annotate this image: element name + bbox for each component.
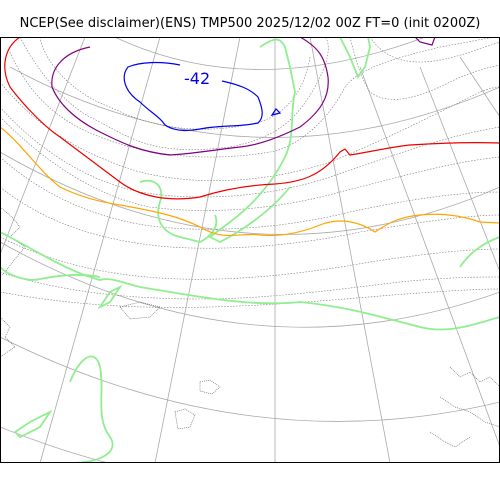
isotherm-line <box>39 37 311 130</box>
meridian-line <box>359 66 500 448</box>
meridian-line <box>154 37 241 463</box>
plot-background <box>0 37 500 463</box>
green-isotherm <box>97 284 123 310</box>
red-isotherm <box>4 37 500 200</box>
meridian-line <box>459 56 500 118</box>
latitude-line <box>0 151 500 235</box>
isotherm-line <box>369 37 500 63</box>
green-isotherm <box>0 231 500 331</box>
meridian-line <box>309 37 391 463</box>
isotherm-line <box>0 186 500 249</box>
meridian-line <box>0 37 86 256</box>
latitude-lines <box>0 37 500 463</box>
coastline <box>439 396 500 428</box>
blue-isotherm <box>270 108 282 116</box>
isotherm-line <box>19 37 329 150</box>
isotherm-line <box>0 236 500 280</box>
isotherm-line <box>0 116 500 211</box>
latitude-line <box>0 426 110 463</box>
latitude-line <box>0 336 500 422</box>
latitude-line <box>9 66 500 138</box>
coastline <box>449 366 500 388</box>
blue-isotherm <box>123 61 263 132</box>
thin-isotherms <box>0 37 500 308</box>
green-isotherm <box>459 236 500 268</box>
contour-label: -42 <box>184 69 210 88</box>
map-title: NCEP(See disclaimer)(ENS) TMP500 2025/12… <box>19 16 481 31</box>
green-isotherm <box>139 179 218 243</box>
green-isotherms <box>0 37 500 463</box>
purple-isotherm <box>51 37 329 156</box>
meridian-line <box>39 37 161 463</box>
latitude-line <box>0 241 500 328</box>
meridian-lines <box>0 37 500 463</box>
green-isotherm <box>69 355 114 463</box>
coastline <box>199 379 221 395</box>
isotherm-line <box>0 271 500 300</box>
orange-isotherm <box>0 126 500 237</box>
meridian-line <box>419 66 500 273</box>
coastline <box>429 431 471 448</box>
purple-isotherm <box>414 37 436 46</box>
isotherm-line <box>349 37 500 100</box>
isotherm-line <box>0 81 500 181</box>
coastlines <box>0 206 500 448</box>
latitude-line <box>113 37 427 70</box>
isotherm-line <box>0 106 500 198</box>
green-isotherm <box>13 409 53 439</box>
green-isotherm <box>339 37 371 79</box>
coastline <box>119 301 161 320</box>
coastline <box>174 408 196 430</box>
green-isotherm <box>208 38 296 244</box>
isotherm-line <box>9 37 500 158</box>
map-plot: -42 <box>0 37 500 463</box>
green-isotherm <box>0 266 101 281</box>
